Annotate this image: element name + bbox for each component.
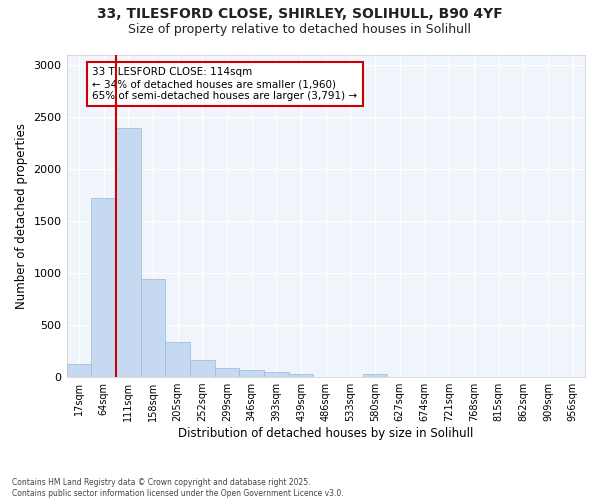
Text: Contains HM Land Registry data © Crown copyright and database right 2025.
Contai: Contains HM Land Registry data © Crown c… — [12, 478, 344, 498]
Bar — [165, 342, 190, 377]
Bar — [67, 364, 91, 377]
Bar — [264, 372, 289, 377]
Text: Size of property relative to detached houses in Solihull: Size of property relative to detached ho… — [128, 22, 472, 36]
Text: 33 TILESFORD CLOSE: 114sqm
← 34% of detached houses are smaller (1,960)
65% of s: 33 TILESFORD CLOSE: 114sqm ← 34% of deta… — [92, 68, 358, 100]
Y-axis label: Number of detached properties: Number of detached properties — [15, 123, 28, 309]
Bar — [91, 198, 116, 377]
Bar — [215, 368, 239, 377]
Bar — [190, 360, 215, 377]
Bar — [239, 370, 264, 377]
Text: 33, TILESFORD CLOSE, SHIRLEY, SOLIHULL, B90 4YF: 33, TILESFORD CLOSE, SHIRLEY, SOLIHULL, … — [97, 8, 503, 22]
Bar — [116, 128, 140, 377]
Bar — [140, 280, 165, 377]
Bar — [289, 374, 313, 377]
X-axis label: Distribution of detached houses by size in Solihull: Distribution of detached houses by size … — [178, 427, 473, 440]
Bar — [363, 374, 388, 377]
